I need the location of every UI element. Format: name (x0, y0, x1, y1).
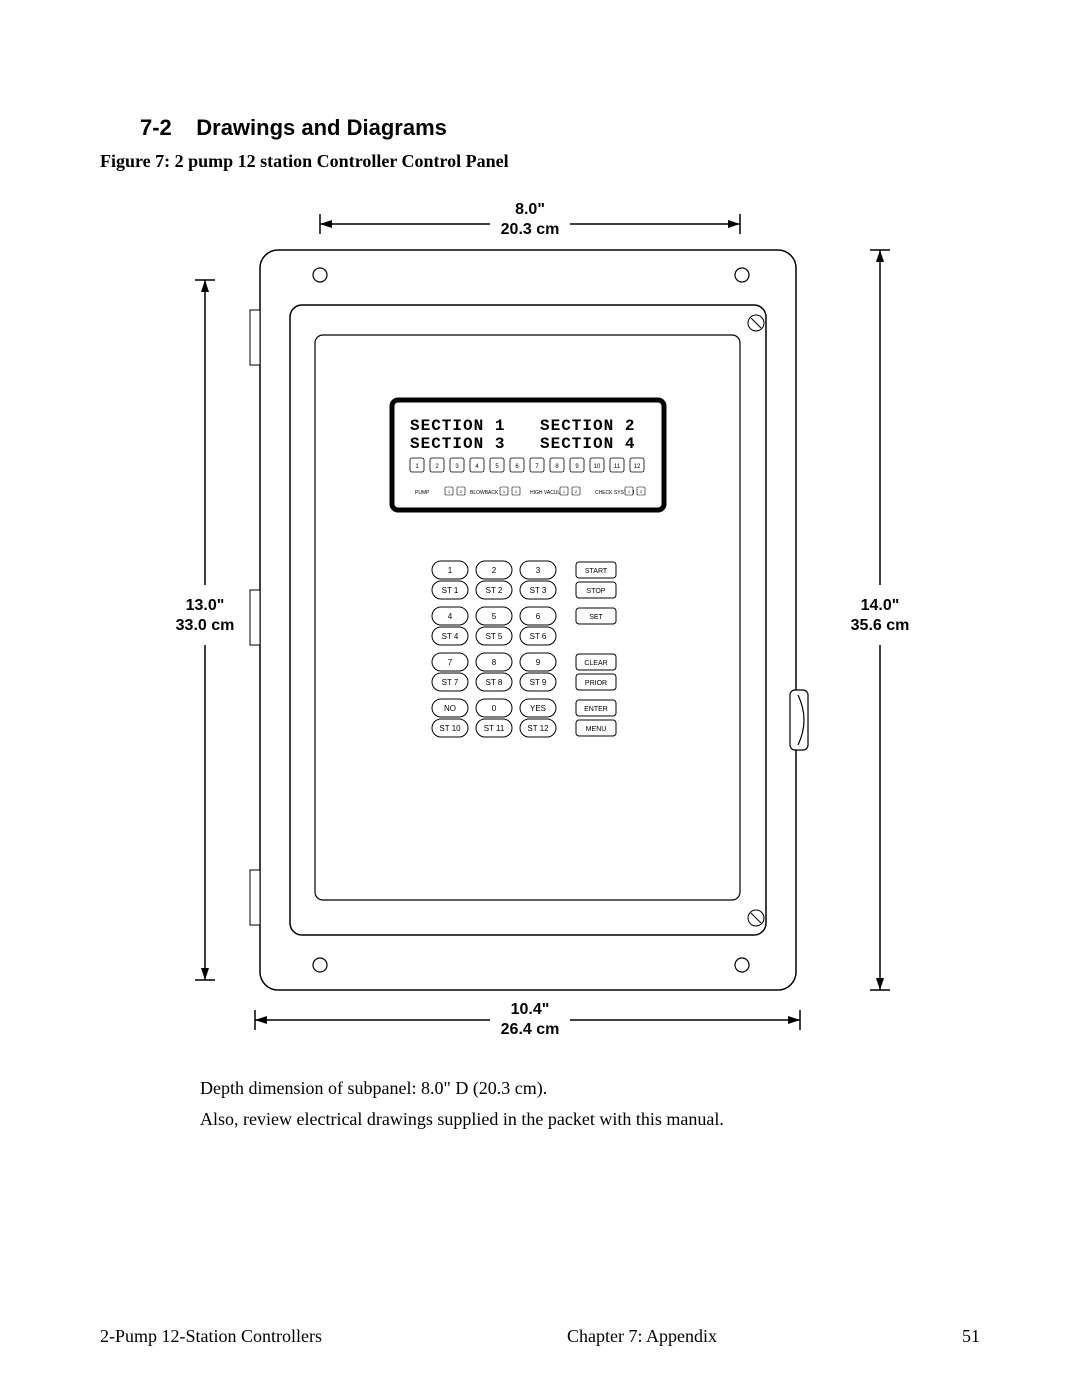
dim-left: 13.0" 33.0 cm (176, 280, 235, 980)
dim-top-in: 8.0" (515, 201, 545, 218)
dim-bottom-in: 10.4" (511, 1001, 550, 1018)
keypad-button-label: 3 (536, 566, 541, 575)
keypad-button-label: YES (530, 704, 546, 713)
keypad-rect-label: PRIOR (585, 680, 607, 687)
page: 7-2 Drawings and Diagrams Figure 7: 2 pu… (0, 0, 1080, 1397)
keypad-button-label: ST 2 (486, 586, 503, 595)
keypad-button-label: NO (444, 704, 456, 713)
dim-right-in: 14.0" (861, 597, 900, 614)
keypad-rect-label: ENTER (584, 706, 608, 713)
footer-left: 2-Pump 12-Station Controllers (100, 1326, 322, 1347)
keypad-button-label: 4 (448, 612, 453, 621)
control-panel-diagram: 8.0" 20.3 cm 13.0" 33.0 cm (160, 190, 920, 1060)
dim-top-cm: 20.3 cm (501, 221, 560, 238)
section-heading: 7-2 Drawings and Diagrams (140, 115, 980, 141)
side-latch (790, 690, 808, 750)
note-review: Also, review electrical drawings supplie… (200, 1109, 980, 1130)
keypad-button-label: ST 3 (530, 586, 547, 595)
display-line1-left: SECTION 1 (410, 417, 505, 435)
dim-bottom: 10.4" 26.4 cm (255, 1001, 800, 1038)
keypad-button-label: 6 (536, 612, 541, 621)
footer-right: 51 (962, 1326, 980, 1347)
figure-title: Figure 7: 2 pump 12 station Controller C… (100, 151, 980, 172)
dim-left-in: 13.0" (186, 597, 225, 614)
status-label: BLOWBACK (470, 490, 499, 496)
dim-left-cm: 33.0 cm (176, 617, 235, 634)
page-footer: 2-Pump 12-Station Controllers Chapter 7:… (100, 1326, 980, 1347)
keypad-rect-label: CLEAR (584, 660, 607, 667)
footer-center: Chapter 7: Appendix (567, 1326, 717, 1347)
display-line1-right: SECTION 2 (540, 417, 635, 435)
keypad-button-label: ST 1 (442, 586, 459, 595)
keypad-rect-label: MENU (586, 726, 607, 733)
status-label: PUMP (415, 490, 430, 496)
keypad-button-label: ST 6 (530, 632, 547, 641)
keypad-rect-label: SET (589, 614, 603, 621)
keypad-button-label: ST 4 (442, 632, 459, 641)
keypad-button-label: 8 (492, 658, 497, 667)
keypad-button-label: 9 (536, 658, 541, 667)
keypad-button-label: ST 9 (530, 678, 547, 687)
diagram-container: 8.0" 20.3 cm 13.0" 33.0 cm (100, 190, 980, 1060)
dim-right-cm: 35.6 cm (851, 617, 910, 634)
display-line2-right: SECTION 4 (540, 435, 635, 453)
section-number: 7-2 (140, 115, 172, 140)
indicator-num: 11 (614, 464, 621, 470)
keypad-button-label: 5 (492, 612, 497, 621)
keypad-rect-label: START (585, 568, 608, 575)
display-line2-left: SECTION 3 (410, 435, 505, 453)
keypad-button-label: ST 11 (484, 724, 505, 733)
keypad-button-label: 2 (492, 566, 497, 575)
keypad-button-label: ST 7 (442, 678, 459, 687)
keypad-button-label: ST 10 (439, 724, 461, 733)
keypad-rect-label: STOP (587, 588, 606, 595)
dim-bottom-cm: 26.4 cm (501, 1021, 560, 1038)
keypad-button-label: 1 (448, 566, 453, 575)
keypad-button-label: 7 (448, 658, 453, 667)
indicator-num: 10 (594, 464, 601, 470)
dim-top: 8.0" 20.3 cm (320, 201, 740, 238)
keypad-button-label: ST 12 (527, 724, 549, 733)
lcd-display: SECTION 1 SECTION 2 SECTION 3 SECTION 4 … (392, 400, 664, 510)
keypad-button-label: ST 5 (486, 632, 503, 641)
keypad-button-label: ST 8 (486, 678, 503, 687)
section-title: Drawings and Diagrams (196, 115, 447, 140)
note-depth: Depth dimension of subpanel: 8.0" D (20.… (200, 1078, 980, 1099)
indicator-num: 12 (634, 464, 641, 470)
keypad-button-label: 0 (492, 704, 497, 713)
dim-right: 14.0" 35.6 cm (851, 250, 910, 990)
